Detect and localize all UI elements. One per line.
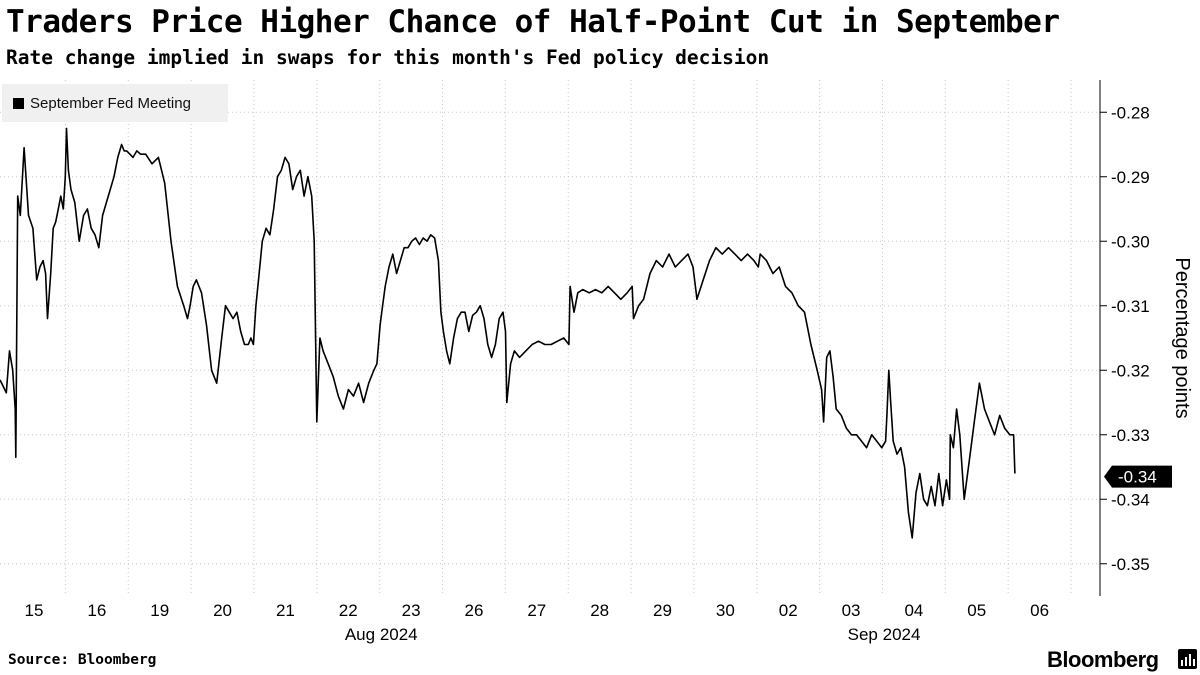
x-tick-label: 22 [339, 601, 358, 620]
legend-swatch-icon [13, 97, 24, 109]
y-tick-label: -0.33 [1111, 426, 1150, 445]
brand-logo: Bloomberg [1047, 647, 1159, 672]
y-tick-label: -0.28 [1111, 103, 1150, 122]
series-line-september-fed-meeting [0, 127, 1016, 539]
x-tick-label: 21 [276, 601, 295, 620]
chart-title: Traders Price Higher Chance of Half-Poin… [6, 4, 1060, 40]
x-tick-label: 29 [653, 601, 672, 620]
y-tick-label: -0.32 [1111, 361, 1150, 380]
x-tick-label: 04 [904, 601, 923, 620]
x-tick-label: 30 [716, 601, 735, 620]
x-tick-label: 28 [590, 601, 609, 620]
source-note: Source: Bloomberg [8, 652, 157, 668]
x-tick-label: 26 [464, 601, 483, 620]
last-value-badge [1104, 465, 1172, 488]
y-tick-label: -0.29 [1111, 168, 1150, 187]
gridlines [0, 80, 1100, 596]
x-tick-label: 19 [150, 601, 169, 620]
chart-subtitle: Rate change implied in swaps for this mo… [6, 46, 770, 69]
x-tick-label: 27 [527, 601, 546, 620]
y-tick-label: -0.34 [1111, 490, 1150, 509]
x-axis: 15 16 19 20 21 22 23 26 27 28 29 30 02 03 04 05 06 Aug 20… [25, 601, 1050, 644]
legend: September Fed Meeting [2, 84, 228, 122]
x-tick-label: 02 [779, 601, 798, 620]
x-tick-label: 03 [842, 601, 861, 620]
x-tick-label: 16 [87, 601, 106, 620]
x-tick-label: 23 [402, 601, 421, 620]
x-month-label: Aug 2024 [345, 625, 418, 644]
bloomberg-terminal-icon [1178, 649, 1197, 669]
y-tick-label: -0.31 [1111, 297, 1150, 316]
x-month-label: Sep 2024 [848, 625, 921, 644]
y-tick-label: -0.30 [1111, 232, 1150, 251]
last-value-marker: -0.34 [1104, 465, 1172, 488]
x-tick-label: 15 [25, 601, 44, 620]
y-axis-label: Percentage points [1171, 257, 1193, 418]
y-tick-label: -0.35 [1111, 555, 1150, 574]
x-tick-label: 20 [213, 601, 232, 620]
last-value-label: -0.34 [1118, 468, 1157, 487]
x-tick-label: 05 [967, 601, 986, 620]
x-tick-label: 06 [1030, 601, 1049, 620]
legend-label: September Fed Meeting [30, 94, 191, 112]
y-axis: -0.28 -0.29 -0.30 -0.31 -0.32 -0.33 -0.34 -0.35 [1099, 80, 1150, 596]
